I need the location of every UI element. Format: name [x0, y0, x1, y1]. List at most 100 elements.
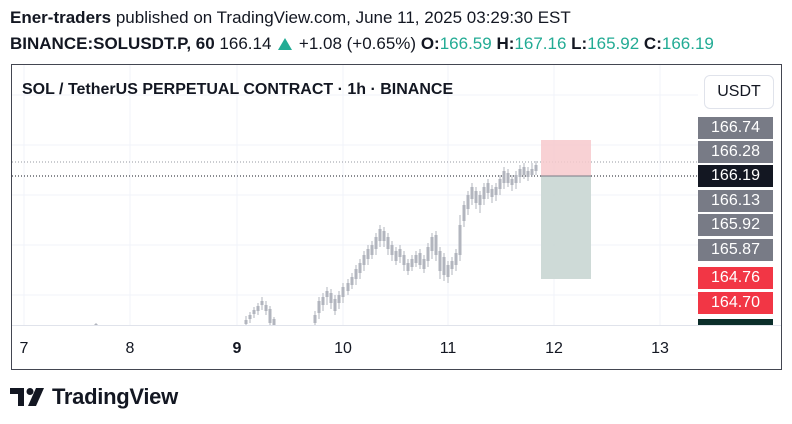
candle	[244, 320, 248, 324]
price-tag: 166.19	[698, 165, 773, 187]
time-label: 11	[439, 340, 457, 357]
candle	[458, 225, 462, 255]
currency-button[interactable]: USDT	[704, 75, 774, 109]
candle	[378, 229, 382, 241]
candle	[386, 237, 390, 249]
candle	[374, 237, 378, 249]
candle	[272, 319, 276, 325]
candle	[248, 315, 252, 319]
symbol-info-line: BINANCE:SOLUSDT.P, 60 166.14 +1.08 (+0.6…	[10, 34, 714, 54]
candle	[329, 293, 333, 303]
candle	[430, 237, 434, 251]
price-tag: 164.76	[698, 267, 773, 289]
chart-panel[interactable]: SOL / TetherUS PERPETUAL CONTRACT · 1h ·…	[11, 64, 782, 370]
candle	[382, 231, 386, 241]
take-profit-zone	[541, 176, 591, 279]
price-tag: 165.87	[698, 239, 773, 261]
high-label: H:	[496, 34, 515, 53]
chart-title: SOL / TetherUS PERPETUAL CONTRACT · 1h ·…	[22, 81, 454, 98]
price-change: +1.08 (+0.65%)	[298, 34, 417, 53]
candle	[321, 297, 325, 305]
time-label: 9	[232, 340, 242, 357]
candle	[438, 251, 442, 271]
candle	[94, 324, 98, 325]
close-label: C:	[643, 34, 662, 53]
time-label: 8	[125, 340, 135, 357]
candle	[337, 295, 341, 303]
time-label: 7	[19, 340, 29, 357]
candle	[502, 171, 506, 183]
candle	[494, 187, 498, 195]
candle	[313, 315, 317, 323]
time-axis[interactable]: 7 8 9 10 11 12 13	[12, 325, 781, 369]
candle	[410, 259, 414, 267]
stop-loss-zone	[541, 140, 591, 176]
candle	[506, 173, 510, 183]
open-value: 166.59	[439, 34, 492, 53]
time-label: 10	[334, 340, 352, 357]
candle	[498, 179, 502, 189]
price-tag: 166.28	[698, 141, 773, 163]
candle	[454, 253, 458, 265]
candle	[398, 249, 402, 257]
candle	[390, 245, 394, 255]
candle	[510, 179, 514, 185]
candle	[346, 283, 350, 291]
candle	[358, 263, 362, 273]
candle	[366, 249, 370, 259]
brand-name: TradingView	[52, 384, 178, 409]
candle	[268, 309, 272, 323]
candle	[446, 265, 450, 277]
candle	[530, 169, 534, 175]
tradingview-logo-icon	[10, 388, 44, 406]
last-price: 166.14	[219, 34, 272, 53]
price-tag: 166.13	[698, 190, 773, 212]
candle	[522, 167, 526, 175]
candle	[426, 247, 430, 261]
candle	[466, 195, 470, 209]
candle	[325, 291, 329, 297]
candle	[462, 205, 466, 221]
price-tag: 165.92	[698, 214, 773, 236]
tradingview-logo[interactable]: TradingView	[10, 384, 178, 410]
candle	[470, 187, 474, 199]
time-label: 12	[545, 340, 563, 357]
candle	[406, 263, 410, 271]
price-tag-partial	[698, 319, 773, 325]
candle	[450, 261, 454, 269]
symbol-name: BINANCE:SOLUSDT.P, 60	[10, 34, 215, 53]
candle	[526, 171, 530, 177]
candlestick-plot[interactable]	[12, 65, 698, 325]
candle	[333, 299, 337, 311]
candle	[414, 255, 418, 263]
candle	[486, 183, 490, 193]
candle	[514, 175, 518, 183]
low-label: L:	[571, 34, 588, 53]
candle	[478, 195, 482, 205]
candle	[354, 269, 358, 279]
author-name[interactable]: Ener-traders	[10, 8, 112, 27]
high-value: 167.16	[514, 34, 567, 53]
candle	[434, 235, 438, 255]
candle	[418, 253, 422, 265]
close-value: 166.19	[661, 34, 714, 53]
candle	[394, 251, 398, 261]
time-label: 13	[651, 340, 669, 357]
publish-info: Ener-traders published on TradingView.co…	[10, 8, 571, 28]
price-tag: 166.74	[698, 117, 773, 139]
candle	[490, 189, 494, 197]
published-text: published on TradingView.com, June 11, 2…	[115, 8, 571, 27]
candle	[341, 287, 345, 297]
candle	[252, 310, 256, 314]
candle	[256, 306, 260, 311]
low-value: 165.92	[587, 34, 640, 53]
candle	[474, 191, 478, 203]
candle	[264, 305, 268, 311]
candle	[482, 187, 486, 199]
candle	[350, 277, 354, 285]
candle	[518, 169, 522, 177]
candle	[534, 165, 538, 171]
candle	[402, 255, 406, 265]
candle	[370, 245, 374, 255]
open-label: O:	[420, 34, 440, 53]
